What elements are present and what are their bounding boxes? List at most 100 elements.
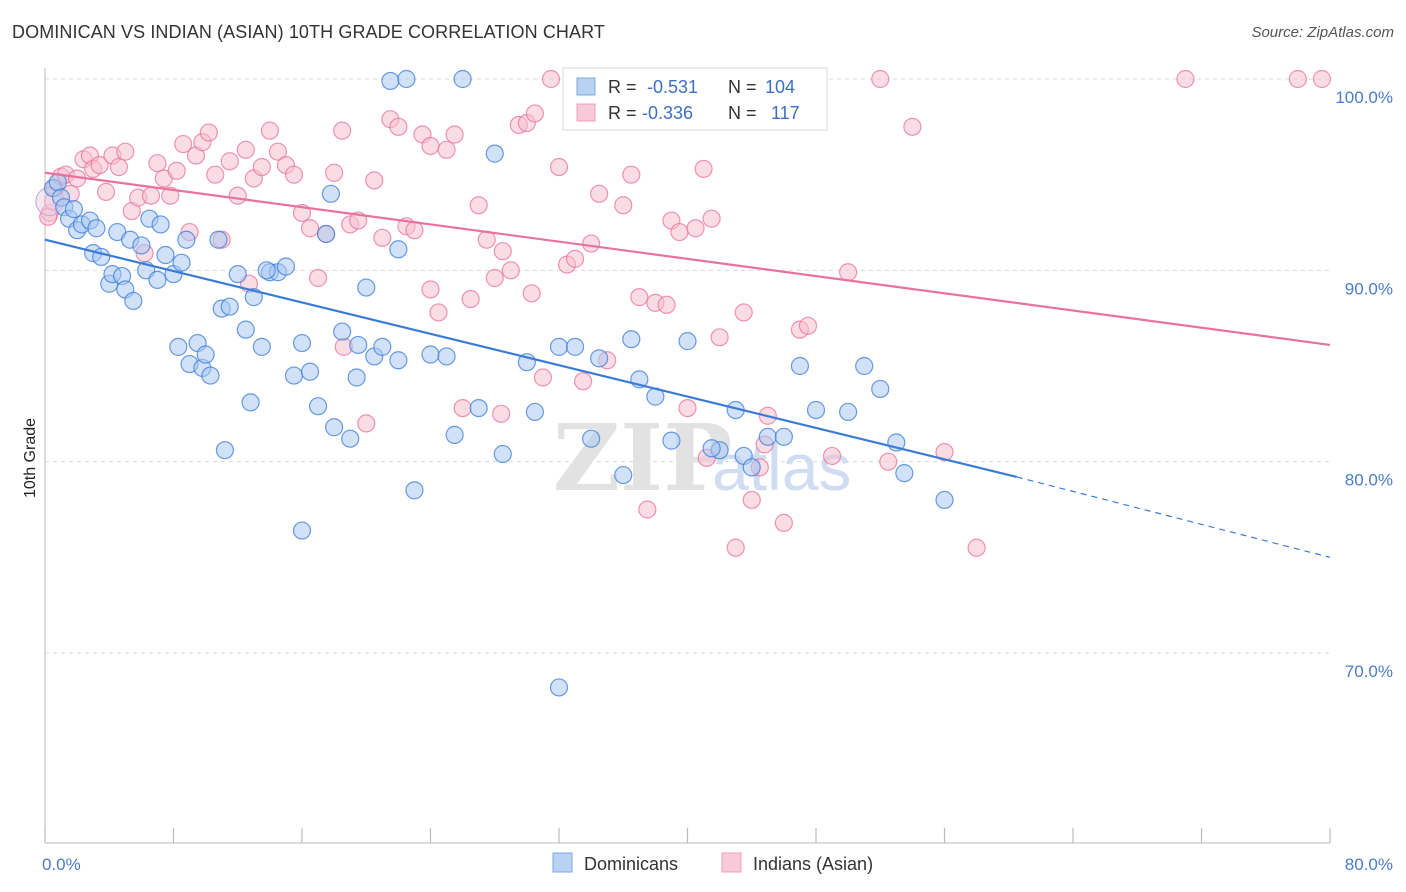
point-dominicans [405,481,424,500]
point-indians-asian [220,152,239,171]
point-dominicans [333,322,352,341]
x-tick-label: 80.0% [1345,855,1393,874]
trend-line-dominicans [44,238,1018,479]
point-indians-asian [549,157,569,177]
point-indians-asian [871,69,890,89]
point-indians-asian [96,182,116,201]
y-tick-label: 70.0% [1345,662,1393,681]
point-indians-asian [429,303,448,322]
point-indians-asian [582,234,601,253]
point-dominicans [549,678,569,697]
point-dominicans [790,356,810,376]
point-dominicans [662,431,681,450]
point-indians-asian [228,186,247,205]
point-dominicans [935,490,954,510]
series-dominicans [43,69,954,697]
point-indians-asian [533,368,553,387]
point-indians-asian [798,316,818,335]
point-dominicans [201,366,220,385]
point-dominicans [678,332,697,351]
point-dominicans [284,366,304,385]
point-indians-asian [822,446,842,466]
point-dominicans [389,351,408,370]
trend-lines [44,171,1331,558]
point-indians-asian [670,222,689,242]
y-tick-label: 100.0% [1335,88,1393,107]
point-indians-asian [702,209,721,228]
point-indians-asian [935,443,954,462]
point-dominicans [228,265,247,284]
point-dominicans [241,393,260,412]
point-dominicans [357,278,376,297]
point-dominicans [806,400,826,420]
point-indians-asian [742,490,761,510]
point-indians-asian [236,140,255,159]
y-tick-label: 90.0% [1345,279,1393,298]
point-indians-asian [300,219,320,238]
point-dominicans [148,270,167,289]
point-dominicans [215,441,234,460]
point-indians-asian [573,372,593,391]
point-indians-asian [268,142,288,161]
trend-line-dominicans-extension [1016,476,1331,558]
point-indians-asian [333,121,352,140]
point-indians-asian [161,186,180,205]
point-dominicans [209,230,228,249]
point-dominicans [774,427,793,446]
point-dominicans [445,425,464,444]
point-dominicans [236,320,255,339]
bottom-legend-indians: Indians (Asian) [753,854,873,874]
tick-labels: 70.0% 80.0% 90.0% 100.0% 0.0% 80.0% [42,88,1393,874]
point-dominicans [855,356,874,376]
point-dominicans [525,402,545,422]
point-indians-asian [325,163,344,182]
point-dominicans [485,144,504,163]
point-dominicans [244,288,263,307]
point-dominicans [702,439,721,458]
point-dominicans [549,337,569,356]
point-indians-asian [461,289,480,309]
point-indians-asian [726,538,745,557]
point-indians-asian [686,219,705,238]
point-indians-asian [453,398,472,418]
bottom-legend-swatch-pink [721,852,742,873]
point-dominicans [469,398,488,418]
point-indians-asian [437,140,456,159]
legend-n-value: 104 [765,77,795,97]
point-indians-asian [469,196,488,215]
point-dominicans [871,379,890,399]
point-indians-asian [710,328,729,347]
point-dominicans [493,444,512,464]
point-indians-asian [614,196,633,215]
source-label: Source: ZipAtlas.com [1251,24,1394,41]
point-dominicans [758,427,777,446]
legend-n-label: N = [728,103,757,123]
point-dominicans [257,261,276,280]
point-indians-asian [590,184,609,203]
point-dominicans [124,291,143,311]
point-indians-asian [109,157,128,177]
point-indians-asian [657,295,676,314]
point-dominicans [742,458,761,477]
point-indians-asian [839,263,858,282]
point-indians-asian [630,288,649,307]
point-indians-asian [1312,69,1332,89]
point-indians-asian [141,186,161,205]
point-indians-asian [774,513,793,532]
legend-r-value: -0.336 [642,103,693,123]
point-indians-asian [734,303,753,322]
point-dominicans [381,71,400,91]
point-dominicans [839,402,858,422]
point-dominicans [453,69,472,89]
point-indians-asian [405,221,424,240]
point-indians-asian [174,134,193,154]
point-dominicans [397,69,416,89]
point-indians-asian [622,165,641,184]
point-indians-asian [694,159,713,179]
point-dominicans [389,240,408,259]
point-indians-asian [485,268,504,288]
trend-line-indians-asian [44,171,1331,347]
point-indians-asian [492,404,511,423]
point-dominicans [347,368,366,387]
point-indians-asian [565,249,585,268]
